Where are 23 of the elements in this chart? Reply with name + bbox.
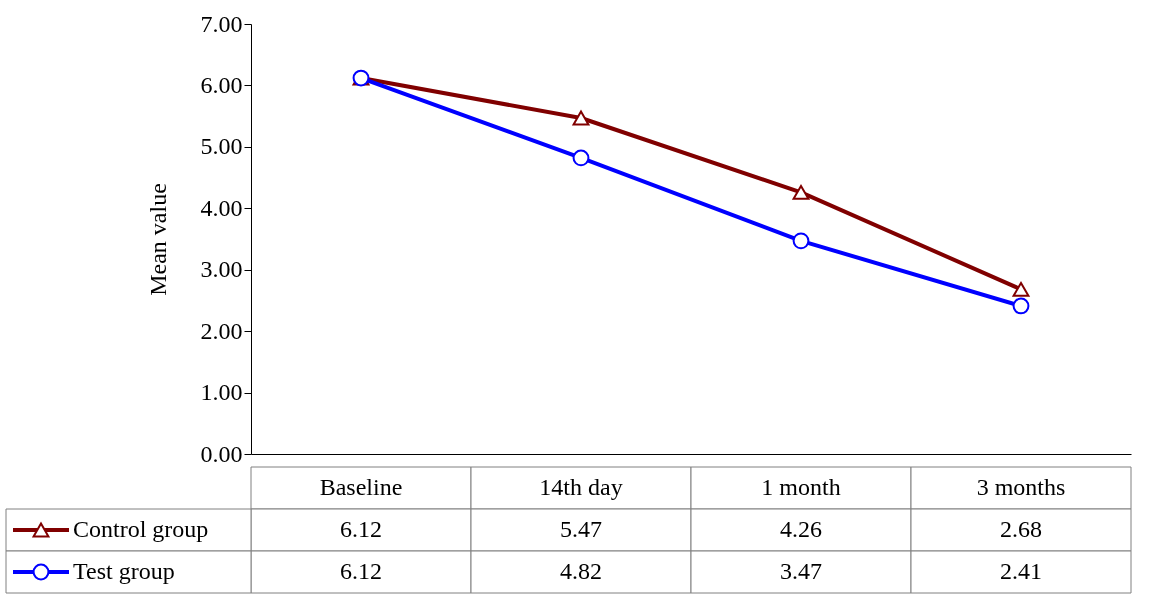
x-tick-label: 14th day (539, 474, 623, 500)
data-label: 6.12 (340, 516, 382, 542)
data-label: 2.68 (1000, 516, 1042, 542)
y-tick-label: 1.00 (200, 379, 243, 406)
data-label: 4.82 (560, 558, 602, 584)
x-tick-label: Baseline (319, 474, 403, 500)
legend-label: Test group (73, 558, 175, 584)
y-axis-title: Mean value (144, 183, 171, 296)
y-tick-label: 5.00 (200, 133, 243, 160)
legend-label: Control group (73, 516, 209, 542)
y-tick-label: 4.00 (200, 194, 243, 221)
data-label: 3.47 (780, 558, 822, 584)
y-tick-label: 3.00 (200, 256, 243, 283)
data-label: 2.41 (1000, 558, 1042, 584)
y-tick-label: 7.00 (200, 10, 243, 37)
y-tick-label: 6.00 (200, 71, 243, 98)
x-tick-label: 3 months (976, 474, 1066, 500)
data-label: 4.26 (780, 516, 822, 542)
y-tick-label: 0.00 (200, 440, 243, 467)
data-label: 6.12 (340, 558, 382, 584)
data-label: 5.47 (560, 516, 602, 542)
x-tick-label: 1 month (761, 474, 841, 500)
y-tick-label: 2.00 (200, 317, 243, 344)
